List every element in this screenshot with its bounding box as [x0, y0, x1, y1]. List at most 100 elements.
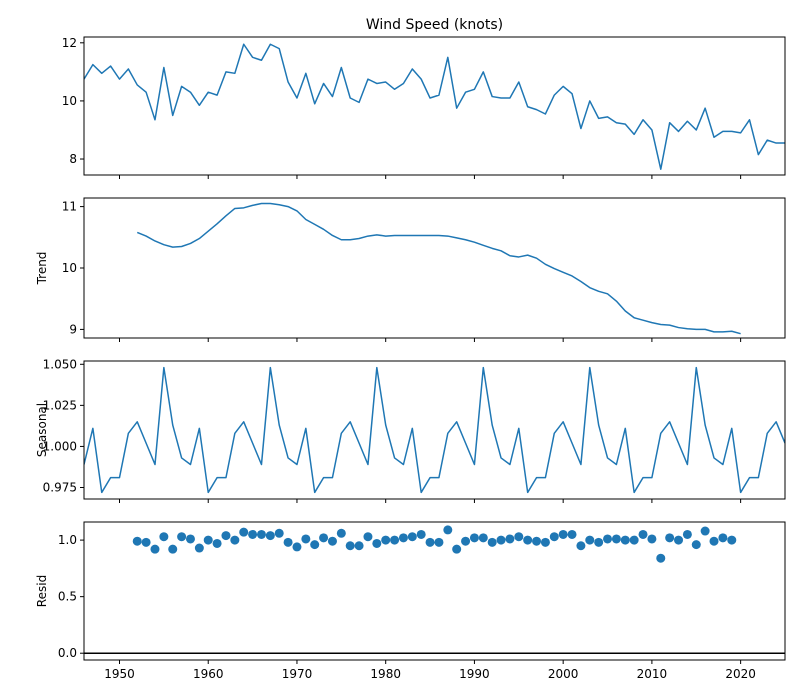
resid-point [443, 525, 453, 535]
trend-y-tick-label: 9 [69, 322, 77, 336]
seasonal-y-tick-label: 1.050 [43, 357, 77, 371]
observed-y-tick-label: 8 [69, 152, 77, 166]
resid-point [585, 535, 595, 545]
resid-point [496, 535, 506, 545]
resid-point [487, 537, 497, 547]
seasonal-y-tick-label: 1.000 [43, 439, 77, 453]
observed-series-line [84, 43, 785, 170]
resid-point [363, 532, 373, 542]
resid-axes-frame [83, 521, 786, 661]
observed-axes-frame [83, 36, 786, 176]
seasonal-y-tick-label: 1.025 [43, 398, 77, 412]
resid-point [709, 536, 719, 546]
resid-point [168, 544, 178, 554]
resid-point [159, 532, 169, 542]
resid-point [319, 533, 329, 543]
resid-point [514, 532, 524, 542]
resid-y-tick-label: 0.0 [58, 646, 77, 660]
resid-point [691, 540, 701, 550]
resid-point [540, 537, 550, 547]
resid-point [478, 533, 488, 543]
resid-point [700, 526, 710, 536]
x-tick-label: 2020 [725, 667, 756, 681]
resid-point [292, 542, 302, 552]
resid-point [345, 541, 355, 551]
trend-series-line [136, 202, 741, 335]
x-tick-label: 1970 [282, 667, 313, 681]
resid-point [727, 535, 737, 545]
resid-point [381, 535, 391, 545]
resid-point [194, 543, 204, 553]
resid-point [452, 544, 462, 554]
resid-point [629, 535, 639, 545]
resid-point [203, 535, 213, 545]
seasonal-y-axis-label: Seasonal [35, 403, 49, 457]
resid-point [656, 553, 666, 563]
resid-point [461, 536, 471, 546]
resid-point [390, 535, 400, 545]
resid-point [576, 541, 586, 551]
resid-point [620, 535, 630, 545]
resid-point [274, 528, 284, 538]
resid-point [407, 532, 417, 542]
resid-y-axis-label: Resid [35, 575, 49, 607]
figure-title: Wind Speed (knots) [366, 17, 503, 33]
resid-point [469, 533, 479, 543]
observed-y-tick-label: 12 [62, 36, 77, 50]
resid-point [265, 531, 275, 541]
resid-point [718, 533, 728, 543]
trend-panel: 9 10 11 Trend [35, 197, 786, 342]
trend-y-axis-label: Trend [35, 252, 49, 286]
resid-point [132, 536, 142, 546]
resid-point [239, 527, 249, 537]
resid-y-tick-label: 0.5 [58, 590, 77, 604]
resid-point [212, 538, 222, 548]
resid-point [230, 535, 240, 545]
seasonal-axes-frame [83, 360, 786, 500]
resid-point [327, 536, 337, 546]
resid-point [674, 535, 684, 545]
resid-point [665, 533, 675, 543]
resid-y-tick-label: 1.0 [58, 533, 77, 547]
resid-point [647, 534, 657, 544]
resid-point [354, 541, 364, 551]
decomposition-panels: 8 10 12 9 10 11 Trend 0.975 1.000 1.025 1.050 Seaso… [35, 36, 786, 681]
resid-point [532, 536, 542, 546]
seasonal-series-line [84, 366, 785, 494]
resid-point [150, 544, 160, 554]
resid-point [141, 537, 151, 547]
observed-panel: 8 10 12 [62, 36, 786, 179]
resid-point [221, 531, 231, 541]
trend-y-tick-label: 11 [62, 200, 77, 214]
resid-point [416, 529, 426, 539]
resid-point [558, 529, 568, 539]
resid-point [425, 537, 435, 547]
resid-point [301, 534, 311, 544]
resid-point [523, 535, 533, 545]
resid-point [336, 528, 346, 538]
resid-point [248, 529, 258, 539]
resid-panel: 0.0 0.5 1.0 1950 1960 1970 1980 1990 2000 2010 202… [35, 521, 786, 681]
resid-point [603, 534, 613, 544]
seasonal-panel: 0.975 1.000 1.025 1.050 Seasonal [35, 357, 786, 503]
resid-point [283, 537, 293, 547]
trend-y-tick-label: 10 [62, 261, 77, 275]
resid-point [398, 533, 408, 543]
x-tick-label: 1960 [193, 667, 224, 681]
resid-point [177, 532, 187, 542]
resid-point [372, 538, 382, 548]
seasonal-y-tick-label: 0.975 [43, 481, 77, 495]
resid-point [549, 532, 559, 542]
x-tick-label: 2010 [637, 667, 668, 681]
resid-point [505, 534, 515, 544]
resid-point [638, 529, 648, 539]
resid-point [310, 540, 320, 550]
resid-point [185, 534, 195, 544]
resid-point [567, 529, 577, 539]
resid-point [594, 537, 604, 547]
x-tick-label: 1990 [459, 667, 490, 681]
resid-point [611, 534, 621, 544]
x-tick-label: 1950 [104, 667, 135, 681]
